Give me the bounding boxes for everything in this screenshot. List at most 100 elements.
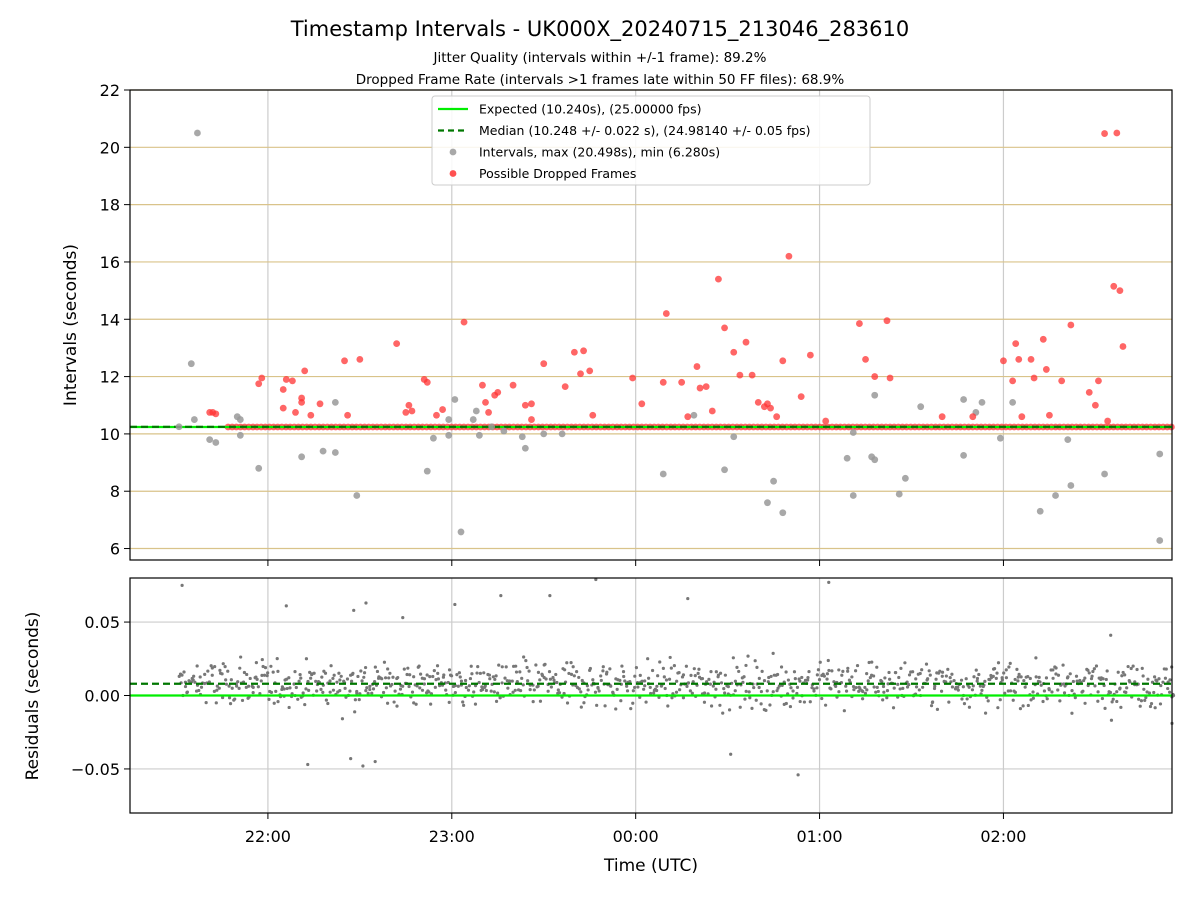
residual-point: [977, 672, 981, 677]
residual-point: [425, 673, 429, 677]
residual-point: [1103, 706, 1107, 710]
residual-point: [1131, 664, 1135, 668]
residual-point: [1034, 656, 1038, 660]
residual-point: [934, 677, 938, 681]
dropped-frame-point: [659, 378, 667, 386]
dropped-frame-point: [708, 407, 716, 415]
residual-point: [863, 685, 867, 690]
residual-point: [215, 684, 219, 688]
residual-point: [970, 688, 975, 692]
interval-point: [500, 427, 508, 435]
residual-point: [433, 685, 437, 689]
residual-point: [547, 669, 552, 674]
residual-point: [795, 685, 800, 689]
residual-point: [965, 697, 969, 701]
residual-point: [500, 681, 504, 685]
residual-point: [726, 685, 730, 689]
dropped-frame-point: [754, 398, 762, 406]
residual-point: [364, 601, 368, 605]
residual-point: [842, 709, 846, 713]
residual-point: [1017, 672, 1021, 676]
residual-point: [536, 684, 540, 688]
interval-point: [472, 407, 480, 415]
residual-point: [656, 674, 660, 678]
dropped-frame-point: [439, 406, 446, 413]
residual-point: [282, 687, 286, 691]
residual-point: [217, 686, 221, 690]
residual-point: [795, 691, 799, 696]
residual-point: [331, 688, 336, 692]
residual-point: [532, 688, 536, 692]
residual-point: [251, 685, 255, 689]
residual-point: [503, 676, 507, 680]
residual-point: [323, 671, 328, 675]
residual-point: [938, 669, 942, 673]
interval-point: [1067, 482, 1075, 489]
residual-point: [829, 687, 833, 691]
residual-point: [276, 669, 280, 674]
residual-point: [233, 697, 237, 701]
residual-point: [1050, 690, 1054, 694]
residual-point: [946, 667, 950, 671]
interval-point: [843, 454, 851, 462]
residual-point: [1038, 680, 1042, 684]
interval-point: [488, 423, 496, 431]
residual-point: [1100, 696, 1105, 701]
interval-point: [475, 431, 483, 439]
residual-point: [319, 687, 323, 691]
top-y-tick-label: 16: [100, 253, 120, 272]
residual-point: [796, 773, 800, 777]
residual-point: [1056, 673, 1061, 677]
residual-point: [798, 699, 802, 704]
residual-point: [544, 677, 548, 681]
interval-point: [521, 444, 529, 452]
residual-point: [846, 669, 850, 673]
dropped-frame-point: [779, 357, 787, 365]
residual-point: [1002, 671, 1006, 675]
residual-point: [308, 670, 312, 675]
residual-point: [967, 685, 971, 689]
residual-point: [549, 685, 553, 689]
residual-point: [692, 667, 696, 671]
residual-point: [255, 677, 259, 681]
residual-point: [248, 676, 252, 681]
residual-point: [975, 676, 980, 681]
residual-point: [364, 689, 368, 693]
interval-point: [871, 456, 879, 464]
residual-point: [686, 681, 691, 685]
residual-point: [1141, 674, 1145, 678]
residual-point: [854, 685, 858, 690]
residual-point: [193, 680, 197, 684]
dropped-frame-point: [1027, 355, 1035, 363]
residual-point: [697, 667, 701, 671]
interval-point: [331, 398, 339, 406]
residual-point: [1021, 704, 1025, 708]
residual-point: [650, 668, 655, 673]
residual-point: [629, 707, 633, 711]
residual-point: [383, 676, 388, 680]
dropped-frame-point: [1116, 287, 1124, 295]
residual-point: [975, 679, 979, 683]
residual-point: [744, 663, 748, 668]
residual-point: [415, 684, 419, 688]
residual-point: [750, 706, 754, 710]
residual-point: [373, 679, 377, 684]
residual-point: [204, 701, 208, 705]
residual-point: [464, 685, 468, 690]
residual-point: [579, 705, 583, 709]
residual-point: [633, 685, 637, 690]
residual-point: [212, 689, 216, 693]
residual-point: [525, 665, 529, 670]
residual-point: [768, 703, 772, 707]
residual-point: [332, 673, 336, 677]
residual-point: [490, 682, 494, 686]
dropped-frame-point: [1085, 388, 1093, 396]
residual-point: [983, 711, 988, 715]
dropped-frame-point: [341, 357, 348, 365]
residual-point: [412, 675, 416, 679]
residual-point: [410, 690, 415, 694]
residual-point: [905, 685, 910, 689]
residual-point: [594, 577, 598, 582]
residual-point: [427, 690, 431, 694]
residual-point: [247, 684, 251, 688]
